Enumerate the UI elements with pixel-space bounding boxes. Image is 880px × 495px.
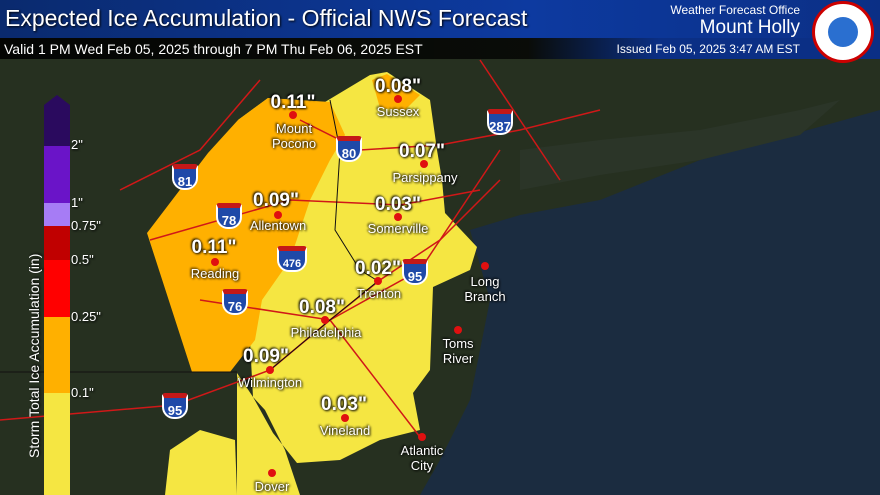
legend-bin-05-075in bbox=[44, 226, 70, 260]
forecast-area-orange-sussex bbox=[372, 74, 420, 110]
legend-arrow bbox=[44, 95, 70, 107]
interstate-80-shield: 80 bbox=[336, 136, 362, 162]
legend-label: 0.5" bbox=[71, 252, 94, 267]
interstate-287-shield: 287 bbox=[487, 109, 513, 135]
city-label: Atlantic City bbox=[400, 443, 444, 473]
city-label: Parsippany bbox=[392, 170, 458, 185]
legend-bin-1-2in bbox=[44, 146, 70, 203]
forecast-value: 0.11" bbox=[191, 237, 237, 258]
city-dot bbox=[211, 258, 219, 266]
city-dot bbox=[289, 111, 297, 119]
legend-bin-01-025in bbox=[44, 317, 70, 393]
legend-bin-075-1in bbox=[44, 203, 70, 226]
city-label: Trenton bbox=[356, 286, 402, 301]
city-label: Toms River bbox=[442, 336, 474, 366]
city-label: Reading bbox=[190, 266, 240, 281]
interstate-476-shield: 476 bbox=[277, 246, 307, 272]
city-dot bbox=[394, 213, 402, 221]
city-label: Dover bbox=[254, 479, 290, 494]
city-label: Philadelphia bbox=[290, 325, 362, 340]
forecast-value: 0.09" bbox=[243, 346, 289, 367]
city-dot bbox=[321, 316, 329, 324]
forecast-value: 0.08" bbox=[375, 76, 421, 97]
city-label: Wilmington bbox=[237, 375, 303, 390]
interstate-95-shield: 95 bbox=[162, 393, 188, 419]
city-label: Allentown bbox=[249, 218, 307, 233]
city-dot bbox=[266, 366, 274, 374]
city-label: Mount Pocono bbox=[271, 121, 317, 151]
ocean bbox=[420, 110, 880, 495]
legend-label: 1" bbox=[71, 195, 83, 210]
interstate-76-shield: 76 bbox=[222, 289, 248, 315]
legend-label: 0.25" bbox=[71, 309, 101, 324]
interstate-95-shield: 95 bbox=[402, 259, 428, 285]
city-dot bbox=[341, 414, 349, 422]
city-dot bbox=[274, 211, 282, 219]
city-label: Long Branch bbox=[464, 274, 506, 304]
city-dot bbox=[418, 433, 426, 441]
city-label: Sussex bbox=[376, 104, 420, 119]
long-island bbox=[520, 100, 840, 190]
forecast-value: 0.02" bbox=[355, 258, 401, 279]
office-label: Weather Forecast Office bbox=[670, 3, 800, 17]
map-title: Expected Ice Accumulation - Official NWS… bbox=[5, 5, 528, 31]
forecast-value: 0.03" bbox=[321, 394, 367, 415]
nws-logo bbox=[812, 1, 874, 63]
forecast-area-yellow-eastern-shore bbox=[165, 430, 237, 495]
city-dot bbox=[394, 95, 402, 103]
legend-bin-2in-plus bbox=[44, 106, 70, 146]
forecast-area-orange bbox=[147, 98, 345, 372]
valid-period: Valid 1 PM Wed Feb 05, 2025 through 7 PM… bbox=[4, 41, 423, 57]
city-dot bbox=[268, 469, 276, 477]
legend-label: 0.75" bbox=[71, 218, 101, 233]
forecast-value: 0.11" bbox=[270, 92, 316, 113]
office-name: Mount Holly bbox=[699, 17, 800, 38]
legend-bin-025-05in bbox=[44, 260, 70, 317]
city-dot bbox=[481, 262, 489, 270]
forecast-value: 0.09" bbox=[253, 190, 299, 211]
interstate-81-shield: 81 bbox=[172, 164, 198, 190]
legend-bin-0-01in bbox=[44, 393, 70, 495]
forecast-value: 0.08" bbox=[299, 297, 345, 318]
city-dot bbox=[454, 326, 462, 334]
city-dot bbox=[420, 160, 428, 168]
issued-time: Issued Feb 05, 2025 3:47 AM EST bbox=[616, 42, 800, 56]
city-dot bbox=[374, 277, 382, 285]
header-bar bbox=[0, 0, 880, 38]
legend-title: Storm Total Ice Accumulation (in) bbox=[26, 253, 42, 458]
city-label: Vineland bbox=[319, 423, 371, 438]
subheader-bar bbox=[0, 38, 880, 59]
forecast-value: 0.07" bbox=[399, 141, 445, 162]
city-label: Somerville bbox=[367, 221, 429, 236]
interstate-78-shield: 78 bbox=[216, 203, 242, 229]
legend-label: 2" bbox=[71, 137, 83, 152]
forecast-value: 0.03" bbox=[375, 194, 421, 215]
legend-label: 0.1" bbox=[71, 385, 94, 400]
